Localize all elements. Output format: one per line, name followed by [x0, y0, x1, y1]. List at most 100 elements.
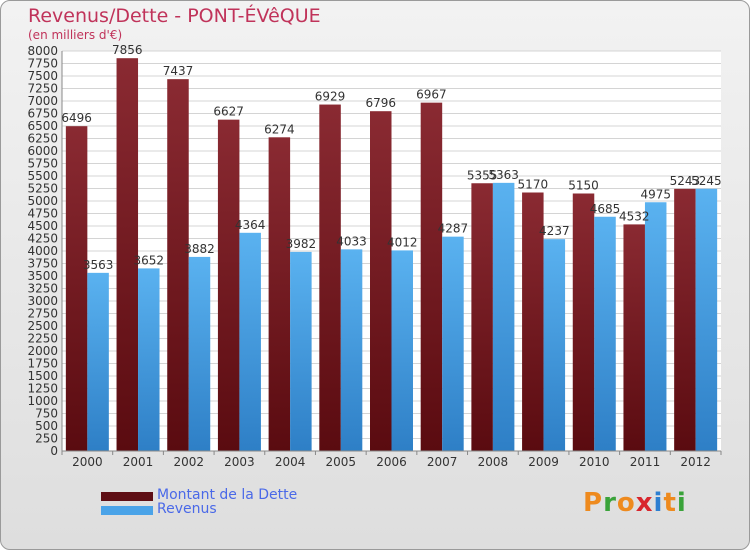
y-tick-label: 3750 — [27, 257, 58, 271]
bar-dette — [116, 58, 139, 451]
logo-letter: r — [603, 488, 617, 518]
bar-revenus — [543, 239, 566, 451]
y-tick-label: 4750 — [27, 207, 58, 221]
x-tick-label: 2007 — [427, 455, 458, 469]
y-tick-label: 4250 — [27, 232, 58, 246]
chart-subtitle: (en milliers d'€) — [28, 28, 123, 42]
bar-revenus — [492, 182, 515, 451]
y-tick-label: 5000 — [27, 194, 58, 208]
bar-revenus — [188, 256, 211, 451]
y-tick-label: 7750 — [27, 57, 58, 71]
bar-revenus — [239, 232, 261, 451]
x-tick-label: 2011 — [630, 455, 661, 469]
bar-revenus — [391, 250, 413, 451]
bar-dette — [167, 79, 189, 452]
y-tick-label: 750 — [35, 407, 58, 421]
data-label-revenus: 4012 — [387, 235, 418, 249]
data-label-dette: 7856 — [112, 43, 143, 57]
logo-letter: i — [653, 488, 664, 518]
y-tick-label: 1750 — [27, 357, 58, 371]
x-tick-label: 2010 — [579, 455, 610, 469]
bar-dette — [674, 188, 696, 451]
data-label-revenus: 4237 — [539, 224, 570, 238]
data-label-revenus: 4975 — [640, 187, 671, 201]
legend-label-revenus: Revenus — [157, 501, 217, 517]
bar-dette — [623, 224, 645, 451]
logo-letter: i — [676, 488, 687, 518]
y-tick-label: 2750 — [27, 307, 58, 321]
data-label-revenus: 4364 — [235, 218, 266, 232]
bar-dette — [522, 192, 544, 451]
logo-letter: x — [635, 488, 654, 518]
data-label-dette: 6929 — [315, 90, 346, 104]
bar-dette — [65, 126, 88, 451]
data-label-dette: 5170 — [518, 178, 549, 192]
y-tick-label: 7250 — [27, 82, 58, 96]
y-tick-label: 6000 — [27, 144, 58, 158]
data-label-dette: 6274 — [264, 122, 295, 136]
x-tick-label: 2001 — [123, 455, 154, 469]
y-tick-label: 1250 — [27, 382, 58, 396]
y-tick-label: 500 — [35, 419, 58, 433]
y-tick-label: 5750 — [27, 157, 58, 171]
data-label-dette: 6627 — [213, 105, 244, 119]
y-tick-label: 8000 — [27, 44, 58, 58]
bar-revenus — [644, 202, 667, 451]
data-label-revenus: 5363 — [488, 168, 519, 182]
data-label-revenus: 4287 — [438, 222, 469, 236]
data-label-dette: 6496 — [61, 111, 92, 125]
x-tick-label: 2004 — [275, 455, 306, 469]
data-label-dette: 7437 — [163, 64, 194, 78]
logo-letter: t — [663, 488, 677, 518]
x-tick-label: 2002 — [173, 455, 204, 469]
data-label-dette: 5243 — [670, 174, 701, 188]
y-tick-label: 5250 — [27, 182, 58, 196]
x-tick-label: 2009 — [528, 455, 559, 469]
data-label-dette: 6967 — [416, 88, 447, 102]
bar-revenus — [87, 272, 109, 451]
bar-dette — [471, 183, 493, 451]
x-tick-label: 2008 — [478, 455, 509, 469]
data-label-dette: 4532 — [619, 209, 650, 223]
data-label-dette: 5355 — [467, 168, 498, 182]
bar-revenus — [594, 216, 616, 451]
bar-dette — [370, 111, 392, 451]
bar-dette — [268, 137, 291, 452]
data-label-revenus: 3563 — [83, 258, 114, 272]
x-tick-label: 2003 — [224, 455, 255, 469]
x-tick-label: 2006 — [376, 455, 407, 469]
y-tick-label: 250 — [35, 432, 58, 446]
x-tick-label: 2012 — [680, 455, 711, 469]
y-tick-label: 1000 — [27, 394, 58, 408]
bar-revenus — [442, 236, 464, 451]
data-label-revenus: 4033 — [336, 234, 367, 248]
data-label-revenus: 3982 — [286, 237, 317, 251]
y-tick-label: 6250 — [27, 132, 58, 146]
bar-dette — [572, 193, 595, 451]
bar-revenus — [290, 251, 312, 451]
y-tick-label: 3500 — [27, 269, 58, 283]
x-tick-label: 2005 — [326, 455, 357, 469]
y-tick-label: 4500 — [27, 219, 58, 233]
legend-swatch-dette — [101, 492, 153, 501]
y-tick-label: 7500 — [27, 69, 58, 83]
bar-revenus — [138, 268, 160, 451]
y-tick-label: 3250 — [27, 282, 58, 296]
data-label-dette: 6796 — [365, 96, 396, 110]
y-tick-label: 6750 — [27, 107, 58, 121]
legend-swatch-revenus — [101, 506, 153, 515]
y-tick-label: 1500 — [27, 369, 58, 383]
chart-title: Revenus/Dette - PONT-ÉVêQUE — [28, 5, 321, 27]
data-label-dette: 5150 — [568, 179, 599, 193]
bar-revenus — [695, 188, 718, 451]
bar-dette — [420, 102, 443, 452]
y-tick-label: 3000 — [27, 294, 58, 308]
y-tick-label: 2500 — [27, 319, 58, 333]
data-label-revenus: 5245 — [691, 174, 722, 188]
y-tick-label: 7000 — [27, 94, 58, 108]
logo-letter: P — [583, 488, 604, 518]
proxiti-logo: Proxiti — [583, 488, 687, 518]
logo-letter: o — [616, 488, 636, 518]
